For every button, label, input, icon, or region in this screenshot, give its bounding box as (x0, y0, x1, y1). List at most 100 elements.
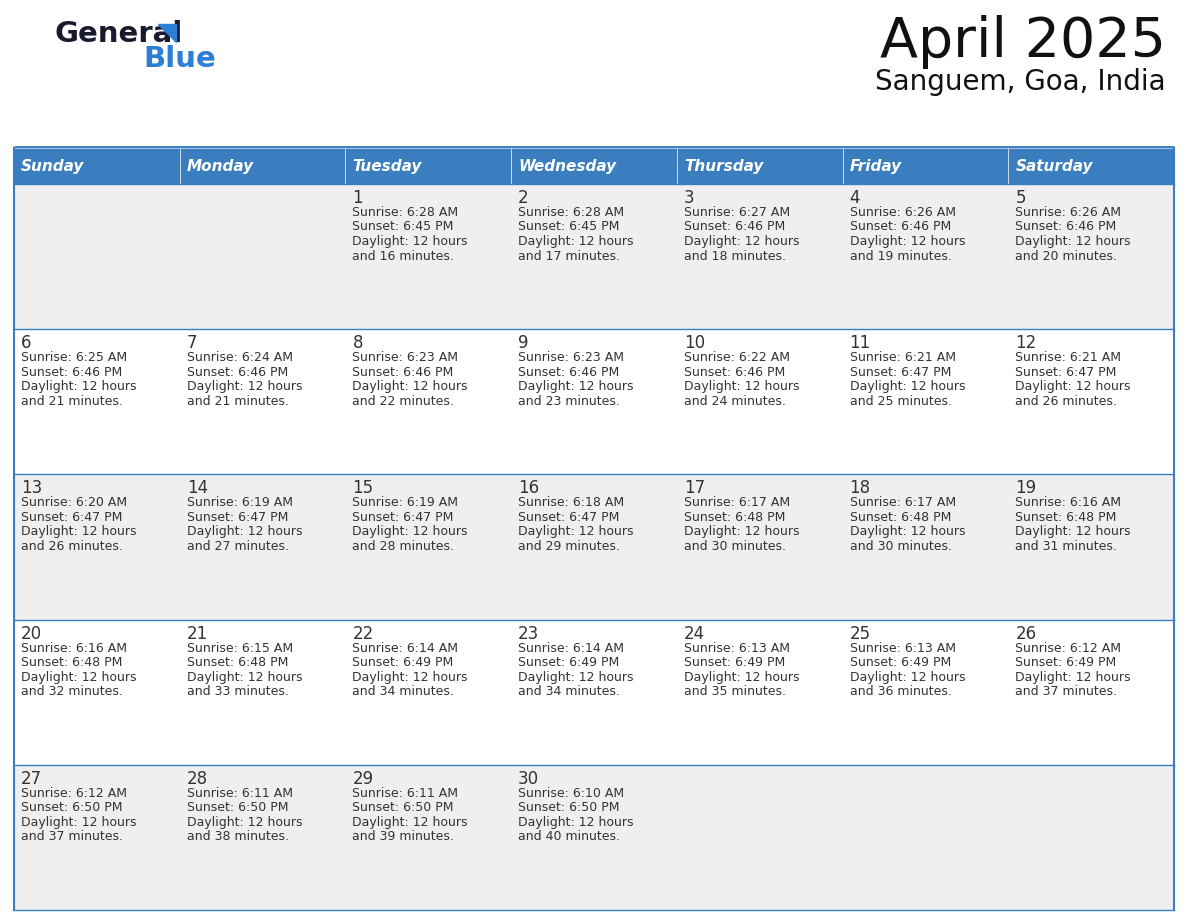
Text: Sunrise: 6:23 AM: Sunrise: 6:23 AM (518, 352, 624, 364)
Text: Daylight: 12 hours: Daylight: 12 hours (684, 380, 800, 393)
Text: Sunrise: 6:18 AM: Sunrise: 6:18 AM (518, 497, 624, 509)
Text: Daylight: 12 hours: Daylight: 12 hours (518, 816, 633, 829)
Text: Saturday: Saturday (1016, 159, 1093, 174)
Text: Sunset: 6:45 PM: Sunset: 6:45 PM (353, 220, 454, 233)
Text: and 38 minutes.: and 38 minutes. (187, 830, 289, 844)
Text: and 22 minutes.: and 22 minutes. (353, 395, 454, 408)
Text: Sunrise: 6:14 AM: Sunrise: 6:14 AM (353, 642, 459, 655)
Text: Daylight: 12 hours: Daylight: 12 hours (353, 525, 468, 538)
Bar (842, 148, 1009, 184)
Bar (14, 475, 1174, 620)
Text: and 39 minutes.: and 39 minutes. (353, 830, 454, 844)
Text: Daylight: 12 hours: Daylight: 12 hours (187, 525, 302, 538)
Text: Sunset: 6:47 PM: Sunset: 6:47 PM (187, 511, 287, 524)
Text: 24: 24 (684, 624, 704, 643)
Text: General: General (55, 20, 183, 48)
Text: Sunrise: 6:15 AM: Sunrise: 6:15 AM (187, 642, 292, 655)
Text: 27: 27 (21, 770, 42, 788)
Text: Daylight: 12 hours: Daylight: 12 hours (849, 525, 965, 538)
Text: 10: 10 (684, 334, 704, 353)
Text: 11: 11 (849, 334, 871, 353)
Text: Sunset: 6:48 PM: Sunset: 6:48 PM (1016, 511, 1117, 524)
Text: Sunset: 6:50 PM: Sunset: 6:50 PM (518, 801, 620, 814)
Text: Daylight: 12 hours: Daylight: 12 hours (21, 525, 137, 538)
Text: 15: 15 (353, 479, 373, 498)
Text: Sunset: 6:47 PM: Sunset: 6:47 PM (353, 511, 454, 524)
Text: Daylight: 12 hours: Daylight: 12 hours (849, 380, 965, 393)
Bar (346, 148, 511, 184)
Text: Sunset: 6:45 PM: Sunset: 6:45 PM (518, 220, 619, 233)
Text: Sunset: 6:49 PM: Sunset: 6:49 PM (353, 656, 454, 669)
Text: Sunset: 6:46 PM: Sunset: 6:46 PM (684, 365, 785, 379)
Text: Sunset: 6:47 PM: Sunset: 6:47 PM (518, 511, 619, 524)
Text: Sunset: 6:48 PM: Sunset: 6:48 PM (849, 511, 950, 524)
Text: 30: 30 (518, 770, 539, 788)
Text: Sunset: 6:49 PM: Sunset: 6:49 PM (684, 656, 785, 669)
Text: and 36 minutes.: and 36 minutes. (849, 685, 952, 698)
Text: Sunset: 6:49 PM: Sunset: 6:49 PM (518, 656, 619, 669)
Text: and 30 minutes.: and 30 minutes. (684, 540, 785, 553)
Text: Sunrise: 6:22 AM: Sunrise: 6:22 AM (684, 352, 790, 364)
Text: Sunset: 6:47 PM: Sunset: 6:47 PM (849, 365, 950, 379)
Text: 12: 12 (1016, 334, 1037, 353)
Text: and 34 minutes.: and 34 minutes. (518, 685, 620, 698)
Text: and 19 minutes.: and 19 minutes. (849, 250, 952, 263)
Text: Friday: Friday (849, 159, 902, 174)
Text: Daylight: 12 hours: Daylight: 12 hours (1016, 671, 1131, 684)
Text: Sunrise: 6:11 AM: Sunrise: 6:11 AM (187, 787, 292, 800)
Text: 8: 8 (353, 334, 362, 353)
Text: 23: 23 (518, 624, 539, 643)
Text: Daylight: 12 hours: Daylight: 12 hours (1016, 380, 1131, 393)
Text: Sunrise: 6:17 AM: Sunrise: 6:17 AM (849, 497, 955, 509)
Text: Sunrise: 6:26 AM: Sunrise: 6:26 AM (849, 206, 955, 219)
Text: 13: 13 (21, 479, 43, 498)
Text: Daylight: 12 hours: Daylight: 12 hours (518, 671, 633, 684)
Text: and 17 minutes.: and 17 minutes. (518, 250, 620, 263)
Text: Sunset: 6:49 PM: Sunset: 6:49 PM (1016, 656, 1117, 669)
Text: 6: 6 (21, 334, 32, 353)
Text: 18: 18 (849, 479, 871, 498)
Text: Daylight: 12 hours: Daylight: 12 hours (1016, 235, 1131, 248)
Text: Sunrise: 6:12 AM: Sunrise: 6:12 AM (1016, 642, 1121, 655)
Text: 16: 16 (518, 479, 539, 498)
Text: and 28 minutes.: and 28 minutes. (353, 540, 455, 553)
Text: and 20 minutes.: and 20 minutes. (1016, 250, 1117, 263)
Text: Daylight: 12 hours: Daylight: 12 hours (684, 235, 800, 248)
Text: Sunrise: 6:23 AM: Sunrise: 6:23 AM (353, 352, 459, 364)
Text: and 35 minutes.: and 35 minutes. (684, 685, 785, 698)
Text: and 33 minutes.: and 33 minutes. (187, 685, 289, 698)
Text: Sunrise: 6:14 AM: Sunrise: 6:14 AM (518, 642, 624, 655)
Text: Sunset: 6:48 PM: Sunset: 6:48 PM (684, 511, 785, 524)
Text: Daylight: 12 hours: Daylight: 12 hours (518, 380, 633, 393)
Bar (511, 148, 677, 184)
Bar (14, 184, 1174, 330)
Bar (677, 148, 842, 184)
Text: Sunrise: 6:28 AM: Sunrise: 6:28 AM (518, 206, 624, 219)
Text: Sunset: 6:46 PM: Sunset: 6:46 PM (353, 365, 454, 379)
Text: Sunset: 6:46 PM: Sunset: 6:46 PM (187, 365, 287, 379)
Text: Daylight: 12 hours: Daylight: 12 hours (187, 380, 302, 393)
Text: Sunset: 6:46 PM: Sunset: 6:46 PM (518, 365, 619, 379)
Text: 19: 19 (1016, 479, 1036, 498)
Text: Sunrise: 6:21 AM: Sunrise: 6:21 AM (1016, 352, 1121, 364)
Text: Sunrise: 6:13 AM: Sunrise: 6:13 AM (684, 642, 790, 655)
Text: and 18 minutes.: and 18 minutes. (684, 250, 785, 263)
Text: and 21 minutes.: and 21 minutes. (21, 395, 122, 408)
Text: Daylight: 12 hours: Daylight: 12 hours (353, 671, 468, 684)
Text: Sunrise: 6:17 AM: Sunrise: 6:17 AM (684, 497, 790, 509)
Text: Sunset: 6:49 PM: Sunset: 6:49 PM (849, 656, 950, 669)
Text: 28: 28 (187, 770, 208, 788)
Text: Sunset: 6:48 PM: Sunset: 6:48 PM (21, 656, 122, 669)
Text: and 30 minutes.: and 30 minutes. (849, 540, 952, 553)
Text: and 21 minutes.: and 21 minutes. (187, 395, 289, 408)
Text: Sunset: 6:48 PM: Sunset: 6:48 PM (187, 656, 287, 669)
Text: 21: 21 (187, 624, 208, 643)
Text: 25: 25 (849, 624, 871, 643)
Text: Monday: Monday (187, 159, 254, 174)
Text: Daylight: 12 hours: Daylight: 12 hours (21, 816, 137, 829)
Text: and 31 minutes.: and 31 minutes. (1016, 540, 1117, 553)
Text: 3: 3 (684, 189, 695, 207)
Text: 2: 2 (518, 189, 529, 207)
Text: and 40 minutes.: and 40 minutes. (518, 830, 620, 844)
Bar (14, 765, 1174, 910)
